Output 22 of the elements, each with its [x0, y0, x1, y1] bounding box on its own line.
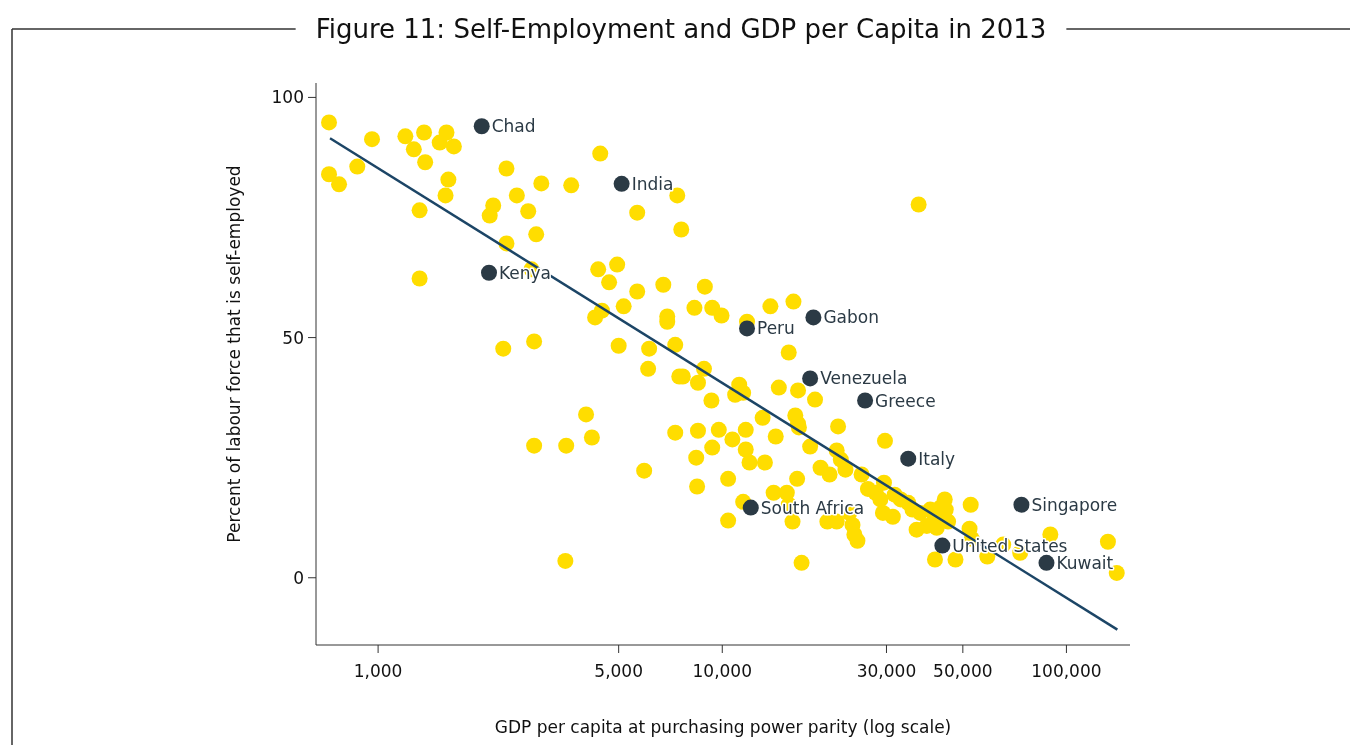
x-tick-label: 1,000: [353, 661, 403, 681]
annotation: Singapore: [1031, 494, 1118, 515]
x-axis-title: GDP per capita at purchasing power parity (log scale): [494, 717, 952, 737]
x-tick-label: 30,000: [856, 661, 917, 681]
annotation: India: [631, 173, 674, 194]
y-axis-title: Percent of labour force that is self-employed: [224, 165, 244, 543]
x-tick-label: 50,000: [933, 661, 993, 681]
annotation: Gabon: [823, 307, 879, 328]
x-tick-label: 5,000: [594, 661, 643, 681]
annotation: Kenya: [499, 262, 552, 283]
annotation: Chad: [491, 116, 536, 137]
annotation: Kuwait: [1056, 552, 1114, 573]
y-tick-label: 0: [293, 567, 304, 588]
annotation: Italy: [918, 448, 956, 469]
annotation: Peru: [757, 318, 795, 339]
annotation: Venezuela: [820, 368, 908, 389]
annotation: Greece: [875, 390, 936, 411]
x-tick-label: 10,000: [692, 661, 753, 681]
y-tick-label: 100: [271, 87, 304, 108]
x-tick-label: 100,000: [1031, 661, 1102, 681]
chart-title: Figure 11: Self-Employment and GDP per Capita in 2013: [315, 14, 1047, 44]
y-tick-label: 50: [282, 327, 304, 348]
